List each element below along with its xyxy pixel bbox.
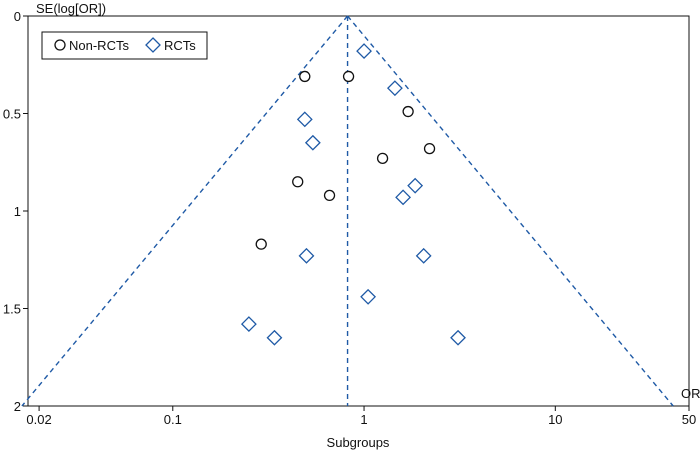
non-rct-point [323,189,336,202]
rct-point [415,247,432,264]
y-tick-label: 1 [14,204,21,219]
x-tick-label: 0.1 [164,412,182,427]
legend-box [41,31,208,60]
rct-point [304,134,321,151]
rct-point [386,80,403,97]
legend-circle-icon [54,39,66,51]
x-axis-title: Subgroups [327,435,390,450]
legend-label-rcts: RCTs [164,38,196,53]
y-tick-label: 0 [14,9,21,24]
rct-point [407,177,424,194]
rct-point [356,43,372,60]
rct-point [450,329,466,346]
funnel-right-limit [347,15,674,407]
legend: Non-RCTs RCTs [41,31,208,60]
rct-point [266,329,283,346]
rct-point [296,111,313,128]
non-rct-point [402,105,414,118]
x-tick-label: 10 [548,412,562,427]
y-axis-ticks: 0 0.5 1 1.5 2 [3,9,28,414]
rct-point [360,288,377,305]
funnel-left-limit [21,15,349,407]
y-tick-label: 1.5 [3,302,21,317]
non-rct-point [299,70,311,83]
x-axis-end-label: OR [681,386,700,401]
non-rct-point [292,176,304,188]
y-tick-label: 0.5 [3,107,21,122]
x-axis-ticks: 0.02 0.1 1 10 50 [26,406,696,427]
y-tick-label: 2 [14,399,21,414]
non-rct-point [255,238,267,250]
non-rct-point [342,70,355,83]
legend-label-non-rcts: Non-RCTs [69,38,129,53]
x-tick-label: 1 [360,412,367,427]
plot-frame [27,15,690,407]
non-rct-point [376,152,389,165]
non-rct-point [423,142,436,155]
legend-diamond-icon [145,37,161,53]
rct-point [240,316,257,333]
x-tick-label: 50 [682,412,696,427]
y-axis-title: SE(log[OR]) [36,1,106,16]
rct-point [298,247,315,264]
rct-point [395,189,412,206]
x-tick-label: 0.02 [26,412,51,427]
data-points [240,43,466,346]
